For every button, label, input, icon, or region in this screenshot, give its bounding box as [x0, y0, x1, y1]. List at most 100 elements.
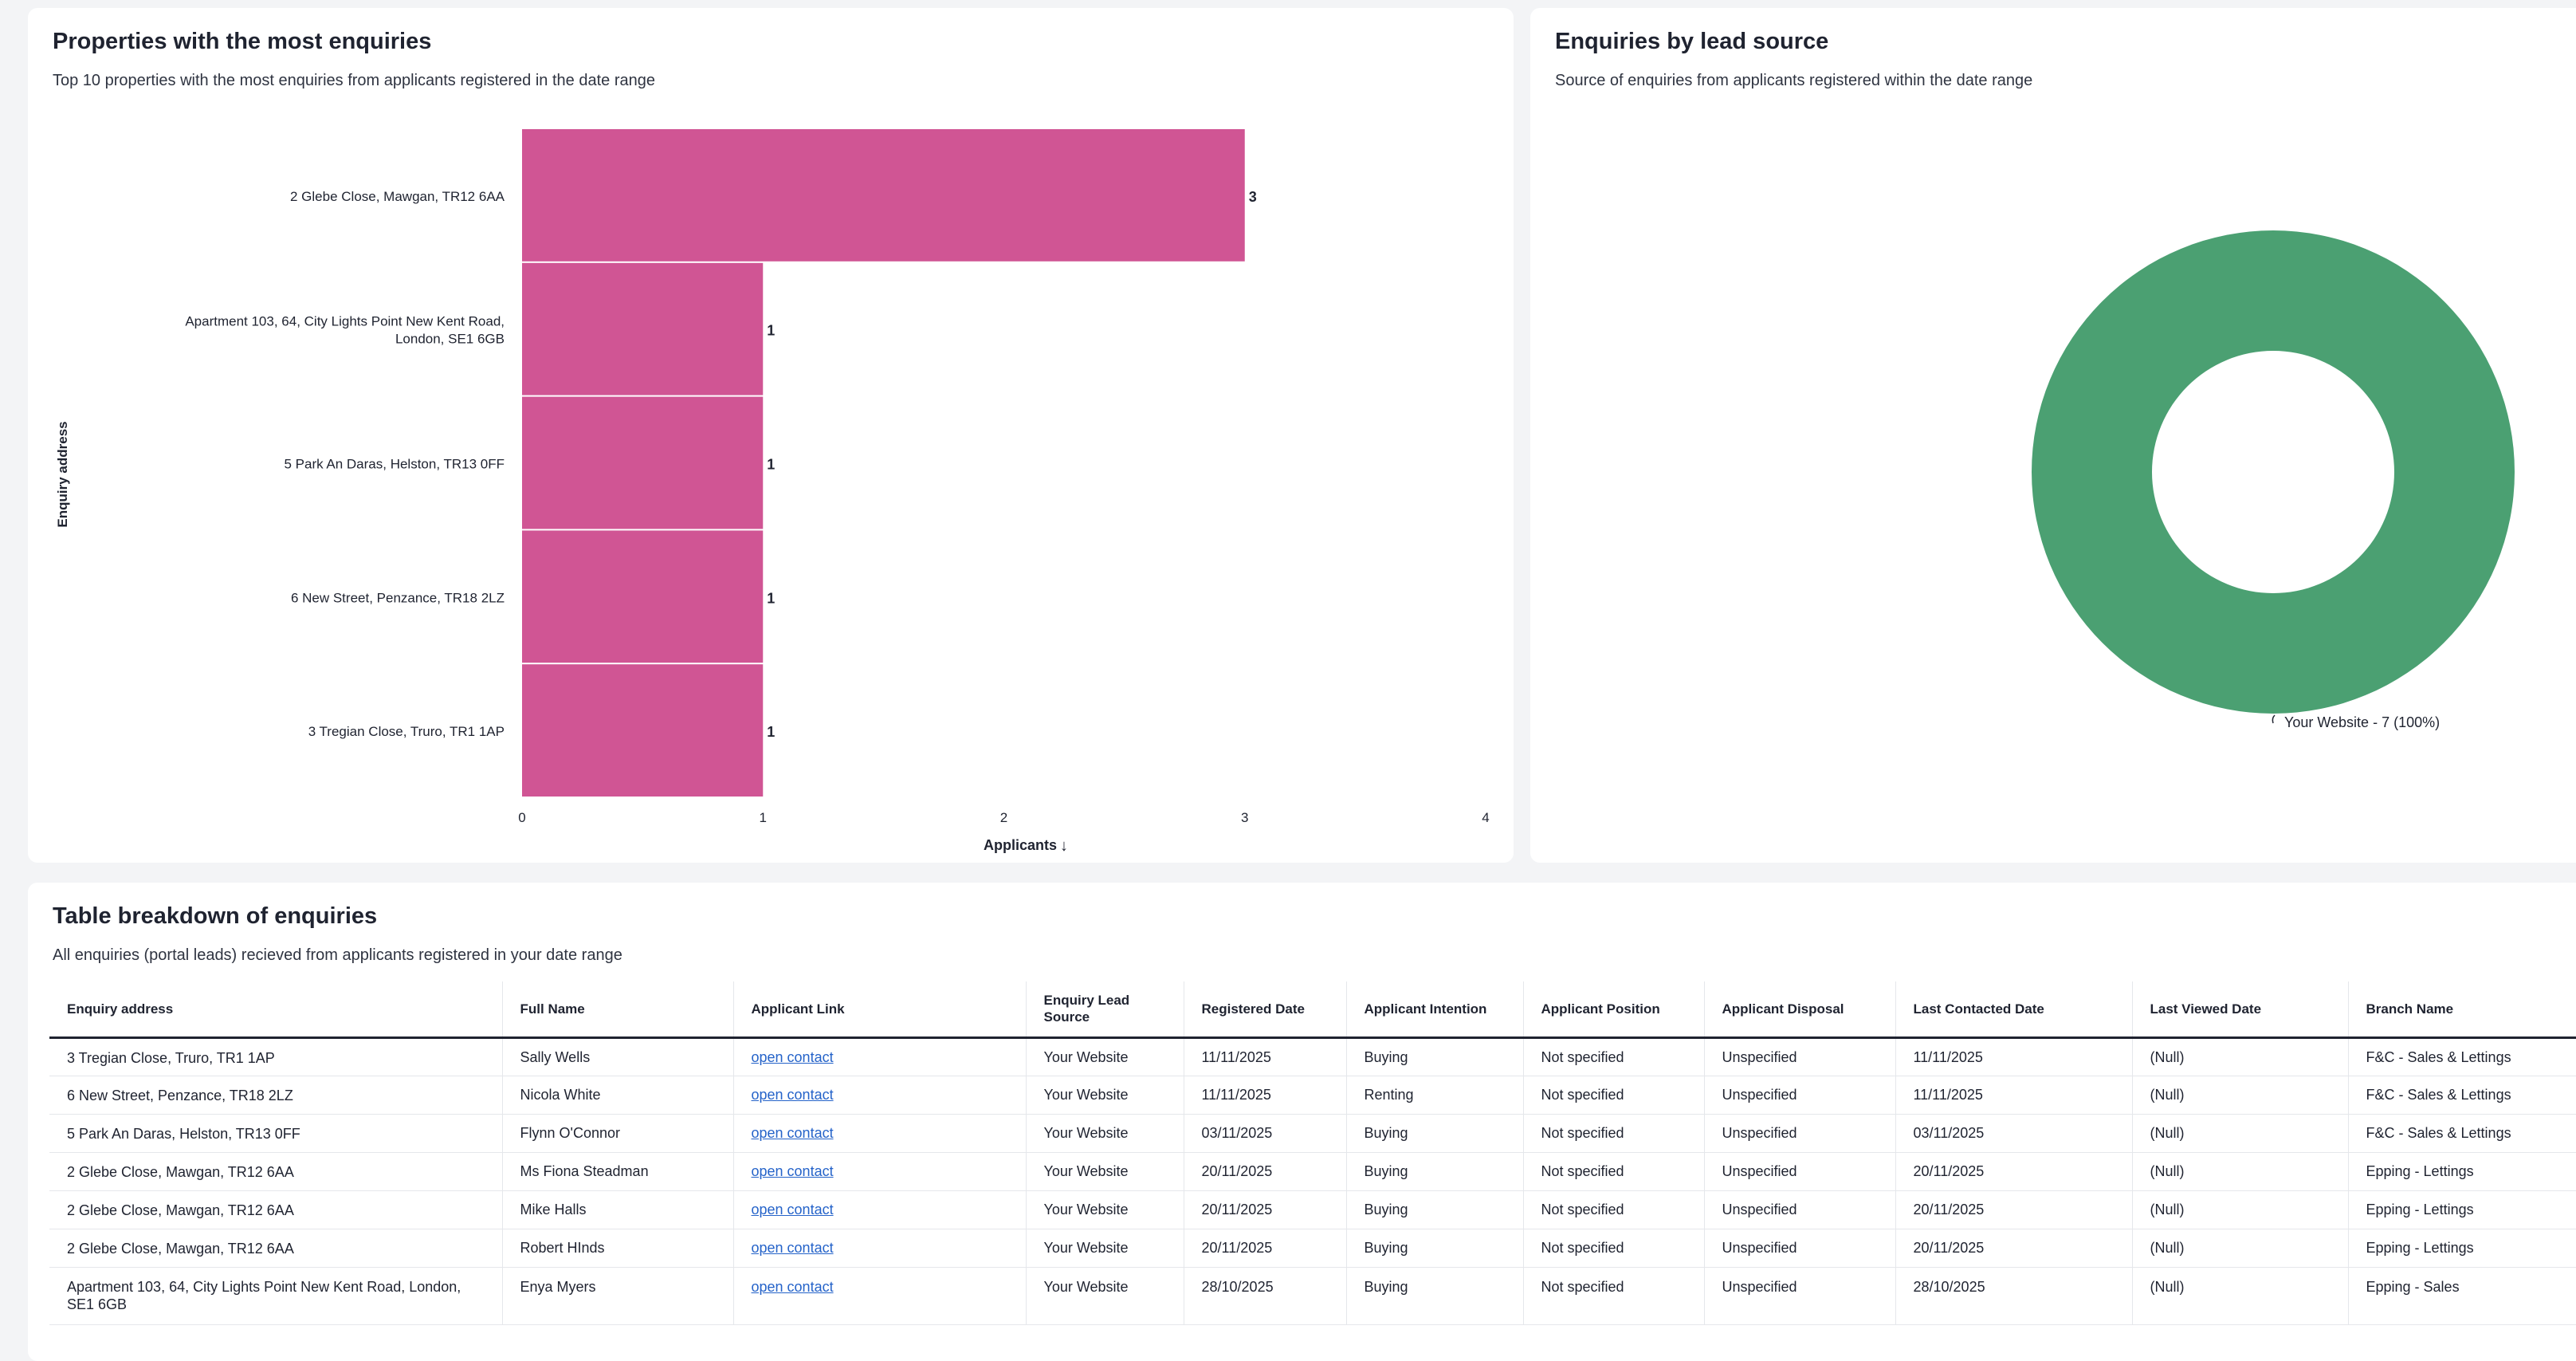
donut-leader-line [2272, 714, 2276, 724]
table-cell: 20/11/2025 [1184, 1229, 1347, 1268]
column-header[interactable]: Registered Date [1184, 981, 1347, 1039]
table-cell: 3 Tregian Close, Truro, TR1 1AP [49, 1037, 503, 1076]
table-cell: F&C - Sales & Lettings [2348, 1114, 2576, 1153]
bar-category-label: 2 Glebe Close, Mawgan, TR12 6AA [290, 189, 505, 204]
enquiries-table: Enquiry address Full Name Applicant Link En… [49, 981, 2576, 1325]
column-header[interactable]: Applicant Disposal [1704, 981, 1896, 1039]
lead-source-title: Enquiries by lead source [1555, 29, 1829, 54]
bar-value-label: 3 [1249, 189, 1257, 205]
table-cell: Unspecified [1704, 1076, 1896, 1115]
sort-arrow-icon[interactable]: ↓ [1060, 837, 1068, 855]
open-contact-link[interactable]: open contact [751, 1125, 834, 1141]
lead-source-card: Enquiries by lead source Source of enqui… [1530, 8, 2576, 863]
table-cell: Nicola White [502, 1076, 734, 1115]
column-header[interactable]: Applicant Intention [1346, 981, 1524, 1039]
table-cell: open contact [733, 1114, 1027, 1153]
column-header[interactable]: Last Viewed Date [2132, 981, 2349, 1039]
table-cell: Not specified [1523, 1229, 1705, 1268]
table-body: 3 Tregian Close, Truro, TR1 1AP Sally Wel… [49, 1037, 2576, 1325]
table-cell: (Null) [2132, 1114, 2349, 1153]
table-cell: Your Website [1026, 1229, 1184, 1268]
column-header[interactable]: Enquiry Lead Source [1026, 981, 1184, 1039]
bar-category-label: 5 Park An Daras, Helston, TR13 0FF [284, 457, 505, 472]
table-cell: Your Website [1026, 1037, 1184, 1076]
table-cell: open contact [733, 1267, 1027, 1325]
x-tick-label: 1 [760, 810, 767, 825]
table-cell: 11/11/2025 [1184, 1076, 1347, 1115]
table-cell: Unspecified [1704, 1229, 1896, 1268]
bar-value-label: 1 [767, 724, 775, 740]
column-header[interactable]: Branch Name [2348, 981, 2576, 1039]
table-cell: Ms Fiona Steadman [502, 1152, 734, 1191]
table-header-row: Enquiry address Full Name Applicant Link En… [49, 981, 2576, 1039]
table-cell: 20/11/2025 [1895, 1152, 2133, 1191]
top-properties-subtitle: Top 10 properties with the most enquirie… [53, 72, 655, 89]
table-row: 6 New Street, Penzance, TR18 2LZ Nicola W… [49, 1076, 2576, 1115]
table-cell: Unspecified [1704, 1152, 1896, 1191]
table-cell: Buying [1346, 1114, 1524, 1153]
open-contact-link[interactable]: open contact [751, 1048, 834, 1065]
donut-slice-1[interactable] [2032, 230, 2515, 714]
table-cell: open contact [733, 1152, 1027, 1191]
donut-data-label: Your Website - 7 (100%) [2284, 714, 2440, 730]
table-cell: 03/11/2025 [1895, 1114, 2133, 1153]
table-cell: Flynn O'Connor [502, 1114, 734, 1153]
table-cell: Robert HInds [502, 1229, 734, 1268]
table-cell: Unspecified [1704, 1267, 1896, 1325]
x-tick-label: 3 [1241, 810, 1248, 825]
column-header[interactable]: Full Name [502, 981, 734, 1039]
table-row: Apartment 103, 64, City Lights Point New… [49, 1267, 2576, 1325]
table-cell: Not specified [1523, 1114, 1705, 1153]
bar-2[interactable] [522, 262, 764, 395]
table-cell: Buying [1346, 1229, 1524, 1268]
table-cell: 20/11/2025 [1895, 1229, 2133, 1268]
enquiries-table-title: Table breakdown of enquiries [53, 903, 378, 929]
open-contact-link[interactable]: open contact [751, 1278, 834, 1295]
top-properties-card: Properties with the most enquiries Top 1… [28, 8, 1514, 863]
table-cell: Buying [1346, 1037, 1524, 1076]
bar-4[interactable] [522, 530, 764, 663]
table-cell: Renting [1346, 1076, 1524, 1115]
open-contact-link[interactable]: open contact [751, 1240, 834, 1256]
table-cell: 11/11/2025 [1895, 1076, 2133, 1115]
bar-category-label: Apartment 103, 64, City Lights Point New… [185, 314, 505, 347]
column-header[interactable]: Applicant Position [1523, 981, 1705, 1039]
table-cell: Your Website [1026, 1190, 1184, 1229]
top-properties-bar-chart: 3 2 Glebe Close, Mawgan, TR12 6AA 1 Apartme… [55, 129, 1490, 855]
column-header[interactable]: Enquiry address [49, 981, 503, 1039]
lead-source-subtitle: Source of enquiries from applicants regi… [1555, 72, 2033, 89]
table-cell: Not specified [1523, 1037, 1705, 1076]
table-cell: Enya Myers [502, 1267, 734, 1325]
table-cell: 20/11/2025 [1184, 1190, 1347, 1229]
open-contact-link[interactable]: open contact [751, 1163, 834, 1179]
table-cell: Your Website [1026, 1267, 1184, 1325]
table-cell: F&C - Sales & Lettings [2348, 1076, 2576, 1115]
table-row: 5 Park An Daras, Helston, TR13 0FF Flynn … [49, 1114, 2576, 1153]
table-row: 3 Tregian Close, Truro, TR1 1AP Sally Wel… [49, 1037, 2576, 1076]
bar-3[interactable] [522, 396, 764, 529]
column-header[interactable]: Last Contacted Date [1895, 981, 2133, 1039]
x-tick-label: 2 [1000, 810, 1007, 825]
table-cell: Epping - Lettings [2348, 1229, 2576, 1268]
table-cell: open contact [733, 1229, 1027, 1268]
bar-5[interactable] [522, 664, 764, 797]
table-cell: Not specified [1523, 1152, 1705, 1191]
table-cell: Mike Halls [502, 1190, 734, 1229]
enquiries-table-wrapper[interactable]: Enquiry address Full Name Applicant Link En… [49, 981, 2576, 1325]
open-contact-link[interactable]: open contact [751, 1087, 834, 1103]
table-cell: 6 New Street, Penzance, TR18 2LZ [49, 1076, 503, 1115]
bar-1[interactable] [522, 129, 1245, 262]
table-cell: 11/11/2025 [1895, 1037, 2133, 1076]
table-cell: Epping - Sales [2348, 1267, 2576, 1325]
x-axis-title[interactable]: Applicants [984, 837, 1057, 853]
table-cell: (Null) [2132, 1076, 2349, 1115]
column-header[interactable]: Applicant Link [733, 981, 1027, 1039]
table-cell: Not specified [1523, 1190, 1705, 1229]
table-cell: 2 Glebe Close, Mawgan, TR12 6AA [49, 1152, 503, 1191]
table-cell: (Null) [2132, 1152, 2349, 1191]
table-cell: (Null) [2132, 1190, 2349, 1229]
table-cell: open contact [733, 1076, 1027, 1115]
table-cell: Buying [1346, 1152, 1524, 1191]
open-contact-link[interactable]: open contact [751, 1202, 834, 1217]
table-cell: Epping - Lettings [2348, 1152, 2576, 1191]
